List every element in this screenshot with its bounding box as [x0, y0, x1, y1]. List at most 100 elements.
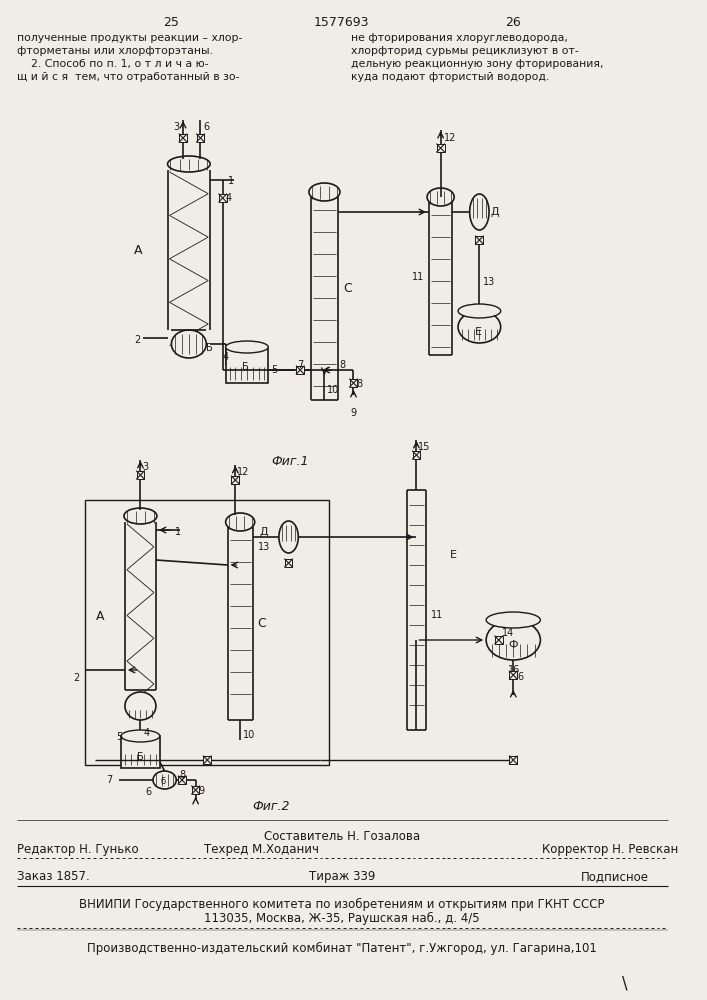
Text: 5: 5 [271, 365, 277, 375]
Text: Корректор Н. Ревскан: Корректор Н. Ревскан [542, 843, 679, 856]
Bar [413, 451, 420, 459]
Ellipse shape [153, 771, 176, 789]
Ellipse shape [486, 620, 540, 660]
Text: 4: 4 [226, 193, 232, 203]
Ellipse shape [226, 513, 255, 531]
Text: 13: 13 [257, 542, 270, 552]
Ellipse shape [171, 330, 206, 358]
Bar [495, 636, 503, 644]
Text: дельную реакционную зону фторирования,: дельную реакционную зону фторирования, [351, 59, 603, 69]
Text: С: С [343, 282, 351, 295]
Text: 1: 1 [175, 527, 182, 537]
Bar [204, 756, 211, 764]
Text: Заказ 1857.: Заказ 1857. [18, 870, 90, 883]
Text: 9: 9 [351, 408, 357, 418]
Text: ВНИИПИ Государственного комитета по изобретениям и открытиям при ГКНТ СССР: ВНИИПИ Государственного комитета по изоб… [79, 898, 604, 911]
Text: фторметаны или хлорфторэтаны.: фторметаны или хлорфторэтаны. [18, 46, 214, 56]
Text: Подписное: Подписное [581, 870, 649, 883]
Text: Редактор Н. Гунько: Редактор Н. Гунько [18, 843, 139, 856]
Bar [509, 756, 517, 764]
Bar [509, 671, 517, 679]
Text: 10: 10 [243, 730, 255, 740]
Text: 10: 10 [327, 385, 339, 395]
Bar [231, 476, 239, 484]
Ellipse shape [168, 156, 210, 172]
Text: 12: 12 [443, 133, 456, 143]
Bar [136, 471, 144, 479]
Text: Д: Д [259, 527, 268, 537]
Text: Е: Е [474, 327, 481, 337]
Text: А: А [96, 610, 105, 623]
Text: 5: 5 [116, 732, 122, 742]
Text: 8: 8 [339, 360, 345, 370]
Ellipse shape [309, 183, 340, 201]
Text: 2: 2 [74, 673, 80, 683]
Text: 13: 13 [484, 277, 496, 287]
Text: 7: 7 [107, 775, 113, 785]
Bar [178, 776, 186, 784]
Ellipse shape [279, 521, 298, 553]
Text: б: б [160, 776, 166, 786]
Text: 2. Способ по п. 1, о т л и ч а ю-: 2. Способ по п. 1, о т л и ч а ю- [18, 59, 209, 69]
Bar [476, 236, 484, 244]
Text: 6: 6 [204, 122, 209, 132]
Bar [192, 786, 199, 794]
Text: Д: Д [491, 207, 500, 217]
Text: 8: 8 [356, 379, 363, 389]
Text: 11: 11 [411, 272, 423, 282]
Text: 1577693: 1577693 [314, 16, 370, 29]
Ellipse shape [226, 341, 268, 353]
Text: Производственно-издательский комбинат "Патент", г.Ужгород, ул. Гагарина,101: Производственно-издательский комбинат "П… [87, 942, 597, 955]
Text: Техред М.Ходанич: Техред М.Ходанич [204, 843, 319, 856]
Text: Составитель Н. Гозалова: Составитель Н. Гозалова [264, 830, 420, 843]
Ellipse shape [121, 730, 160, 742]
Ellipse shape [458, 304, 501, 318]
Ellipse shape [124, 508, 157, 524]
Text: Б: Б [206, 343, 213, 353]
Text: не фторирования хлоруглеводорода,: не фторирования хлоруглеводорода, [351, 33, 568, 43]
Bar [226, 347, 268, 383]
Text: 4: 4 [223, 352, 229, 362]
Ellipse shape [469, 194, 489, 230]
Text: 4: 4 [144, 728, 149, 738]
Text: 6: 6 [145, 787, 151, 797]
Text: 14: 14 [502, 628, 514, 638]
Bar [179, 134, 187, 142]
Bar [296, 366, 304, 374]
Ellipse shape [427, 188, 454, 206]
Text: 9: 9 [199, 786, 204, 796]
Text: 26: 26 [506, 16, 521, 29]
Ellipse shape [125, 692, 156, 720]
Ellipse shape [458, 311, 501, 343]
Text: 8: 8 [179, 770, 185, 780]
Text: Б: Б [242, 362, 249, 372]
Text: С: С [257, 617, 267, 630]
Text: 6: 6 [517, 672, 523, 682]
Text: хлорфторид сурьмы рециклизуют в от-: хлорфторид сурьмы рециклизуют в от- [351, 46, 578, 56]
Bar [219, 194, 227, 202]
Bar [285, 559, 293, 567]
Text: 15: 15 [419, 442, 431, 452]
Bar [197, 134, 204, 142]
Text: 12: 12 [238, 467, 250, 477]
Text: 3: 3 [173, 122, 179, 132]
Text: 3: 3 [142, 462, 148, 472]
Text: Фиг.2: Фиг.2 [252, 800, 290, 813]
Bar [349, 379, 357, 387]
Bar [86, 500, 329, 765]
Bar [121, 736, 160, 768]
Text: Ф: Ф [508, 640, 518, 650]
Text: Тираж 339: Тираж 339 [309, 870, 375, 883]
Text: 7: 7 [297, 360, 303, 370]
Text: Б: Б [136, 752, 144, 762]
Text: \: \ [622, 975, 627, 993]
Text: 25: 25 [163, 16, 180, 29]
Text: А: А [134, 244, 142, 257]
Text: Фиг.1: Фиг.1 [271, 455, 309, 468]
Text: полученные продукты реакции – хлор-: полученные продукты реакции – хлор- [18, 33, 243, 43]
Text: 1: 1 [228, 176, 234, 186]
Text: 11: 11 [431, 610, 443, 620]
Text: Е: Е [450, 550, 457, 560]
Text: куда подают фтористый водород.: куда подают фтористый водород. [351, 72, 549, 82]
Text: 2: 2 [134, 335, 141, 345]
